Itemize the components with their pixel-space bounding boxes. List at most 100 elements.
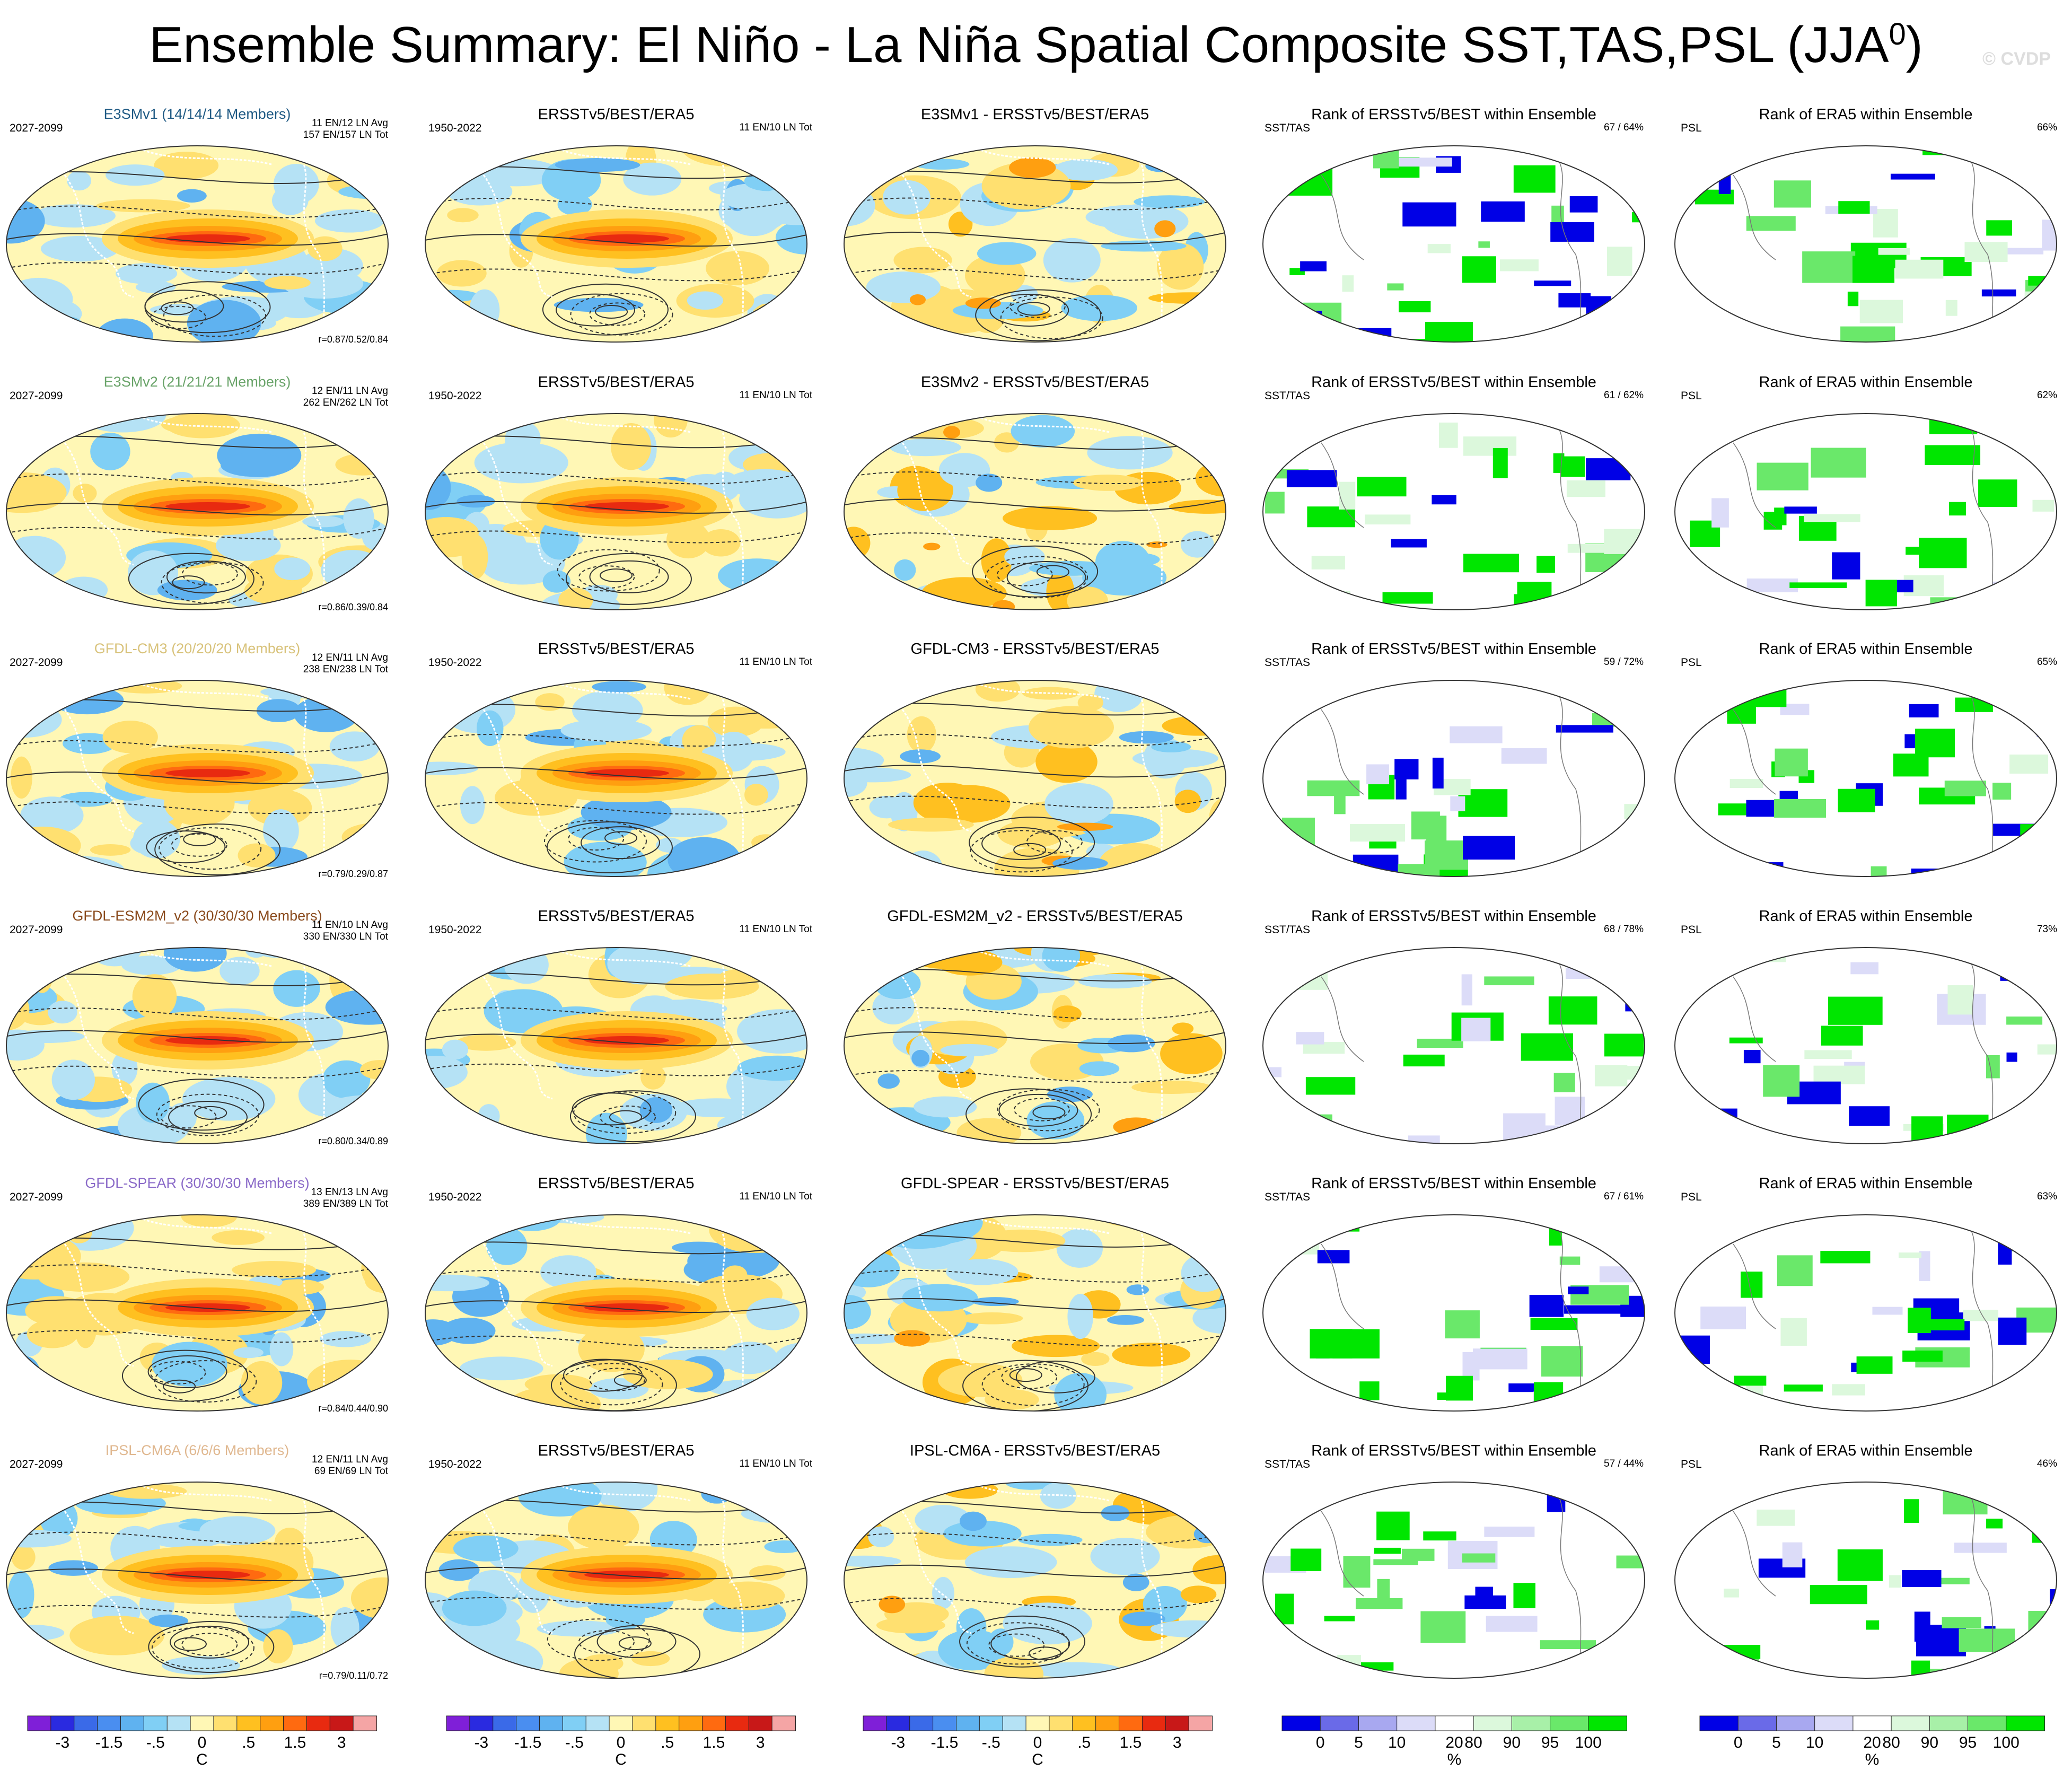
- psl-var-label: PSL: [1681, 924, 1702, 936]
- rank-percent: 68 / 78%: [1604, 924, 1644, 935]
- temp-swatch: [863, 1715, 887, 1731]
- temp-swatch: [1002, 1715, 1027, 1731]
- model-years: 2027-2099: [10, 656, 63, 669]
- rank-var-label: SST/TAS: [1265, 122, 1310, 134]
- obs-years: 1950-2022: [428, 122, 482, 134]
- model-avg: 12 EN/11 LN Avg: [311, 1454, 388, 1465]
- temp-swatch: [74, 1715, 98, 1731]
- temp-swatch: [933, 1715, 957, 1731]
- rank-tick-label: 10: [1805, 1734, 1824, 1751]
- temp-swatch: [446, 1715, 470, 1731]
- temp-swatch: [609, 1715, 633, 1731]
- obs-tot: 11 EN/10 LN Tot: [739, 924, 812, 935]
- temp-unit-label: C: [615, 1751, 627, 1768]
- model-years: 2027-2099: [10, 122, 63, 134]
- rank-swatch: [1929, 1715, 1969, 1731]
- rank-panel-title: Rank of ERSSTv5/BEST within Ensemble: [1311, 374, 1596, 391]
- temp-swatch: [236, 1715, 261, 1731]
- temp-swatch: [190, 1715, 214, 1731]
- obs-panel-title: ERSSTv5/BEST/ERA5: [538, 1442, 695, 1459]
- temp-unit-label: C: [196, 1751, 208, 1768]
- obs-tot: 11 EN/10 LN Tot: [739, 122, 812, 133]
- model-avg: 12 EN/11 LN Avg: [311, 652, 388, 663]
- rank-swatch: [2006, 1715, 2045, 1731]
- rank-var-label: SST/TAS: [1265, 390, 1310, 402]
- rank-unit-label: %: [1447, 1751, 1462, 1768]
- temp-tick-label: 1.5: [1119, 1734, 1142, 1751]
- temp-swatch: [50, 1715, 75, 1731]
- temp-tick-label: -1.5: [514, 1734, 542, 1751]
- rank-swatch: [1397, 1715, 1436, 1731]
- model-tot: 330 EN/330 LN Tot: [303, 931, 388, 942]
- temp-swatch: [679, 1715, 703, 1731]
- psl-var-label: PSL: [1681, 122, 1702, 134]
- rank-tick-label: 0: [1733, 1734, 1743, 1751]
- rank-panel-title: Rank of ERSSTv5/BEST within Ensemble: [1311, 641, 1596, 658]
- temp-swatch: [1025, 1715, 1050, 1731]
- rank-tick-label: 95: [1541, 1734, 1559, 1751]
- temp-swatch: [655, 1715, 680, 1731]
- temp-tick-label: 1.5: [284, 1734, 306, 1751]
- model-panel-title: IPSL-CM6A (6/6/6 Members): [105, 1442, 289, 1458]
- model-avg: 11 EN/10 LN Avg: [311, 919, 388, 931]
- temp-swatch: [306, 1715, 331, 1731]
- psl-percent: 46%: [2036, 1458, 2057, 1469]
- temp-swatch: [1072, 1715, 1096, 1731]
- psl-rank-panel-title: Rank of ERA5 within Ensemble: [1759, 1442, 1973, 1459]
- model-panel-title: E3SMv2 (21/21/21 Members): [103, 374, 291, 390]
- temp-tick-label: .5: [242, 1734, 256, 1751]
- psl-var-label: PSL: [1681, 656, 1702, 669]
- temp-swatch: [353, 1715, 377, 1731]
- temp-tick-label: -3: [474, 1734, 489, 1751]
- temp-tick-label: 0: [1033, 1734, 1042, 1751]
- rank-panel-title: Rank of ERSSTv5/BEST within Ensemble: [1311, 1175, 1596, 1192]
- diff-panel-title: GFDL-SPEAR - ERSSTv5/BEST/ERA5: [900, 1175, 1169, 1192]
- model-tot: 69 EN/69 LN Tot: [314, 1466, 388, 1477]
- temp-swatch: [1049, 1715, 1073, 1731]
- model-tot: 238 EN/238 LN Tot: [303, 664, 388, 675]
- temp-tick-label: .5: [661, 1734, 674, 1751]
- temp-swatch: [166, 1715, 191, 1731]
- rank-tick-label: 90: [1920, 1734, 1939, 1751]
- temp-swatch: [1095, 1715, 1120, 1731]
- rank-percent: 67 / 64%: [1604, 122, 1644, 133]
- model-corr: r=0.84/0.44/0.90: [318, 1403, 388, 1414]
- obs-panel-title: ERSSTv5/BEST/ERA5: [538, 106, 695, 123]
- rank-swatch: [1852, 1715, 1892, 1731]
- obs-years: 1950-2022: [428, 390, 482, 402]
- obs-years: 1950-2022: [428, 1458, 482, 1470]
- model-corr: r=0.87/0.52/0.84: [318, 334, 388, 345]
- model-panel-title: GFDL-CM3 (20/20/20 Members): [94, 641, 301, 656]
- rank-var-label: SST/TAS: [1265, 1191, 1310, 1203]
- model-avg: 11 EN/12 LN Avg: [311, 118, 388, 129]
- psl-percent: 65%: [2036, 656, 2057, 668]
- rank-unit-label: %: [1865, 1751, 1880, 1768]
- temp-swatch: [886, 1715, 910, 1731]
- diff-panel-title: E3SMv2 - ERSSTv5/BEST/ERA5: [920, 374, 1149, 391]
- psl-rank-panel-title: Rank of ERA5 within Ensemble: [1759, 106, 1973, 123]
- model-avg: 12 EN/11 LN Avg: [311, 385, 388, 397]
- rank-swatch: [1737, 1715, 1777, 1731]
- rank-swatch: [1814, 1715, 1854, 1731]
- rank-tick-label: 95: [1959, 1734, 1977, 1751]
- psl-rank-panel-title: Rank of ERA5 within Ensemble: [1759, 1175, 1973, 1192]
- psl-var-label: PSL: [1681, 390, 1702, 402]
- rank-percent: 67 / 61%: [1604, 1191, 1644, 1202]
- rank-panel-title: Rank of ERSSTv5/BEST within Ensemble: [1311, 106, 1596, 123]
- rank-tick-label: 80: [1464, 1734, 1482, 1751]
- temp-swatch: [1165, 1715, 1190, 1731]
- model-avg: 13 EN/13 LN Avg: [311, 1187, 388, 1198]
- rank-var-label: SST/TAS: [1265, 656, 1310, 669]
- temp-swatch: [120, 1715, 145, 1731]
- rank-var-label: SST/TAS: [1265, 1458, 1310, 1470]
- temp-swatch: [702, 1715, 726, 1731]
- rank-swatch: [1358, 1715, 1398, 1731]
- rank-tick-label: 80: [1882, 1734, 1900, 1751]
- temp-swatch: [1188, 1715, 1213, 1731]
- temp-tick-label: -.5: [981, 1734, 1000, 1751]
- rank-swatch: [1473, 1715, 1513, 1731]
- rank-percent: 57 / 44%: [1604, 1458, 1644, 1469]
- rank-tick-label: 100: [1992, 1734, 2020, 1751]
- model-years: 2027-2099: [10, 1191, 63, 1203]
